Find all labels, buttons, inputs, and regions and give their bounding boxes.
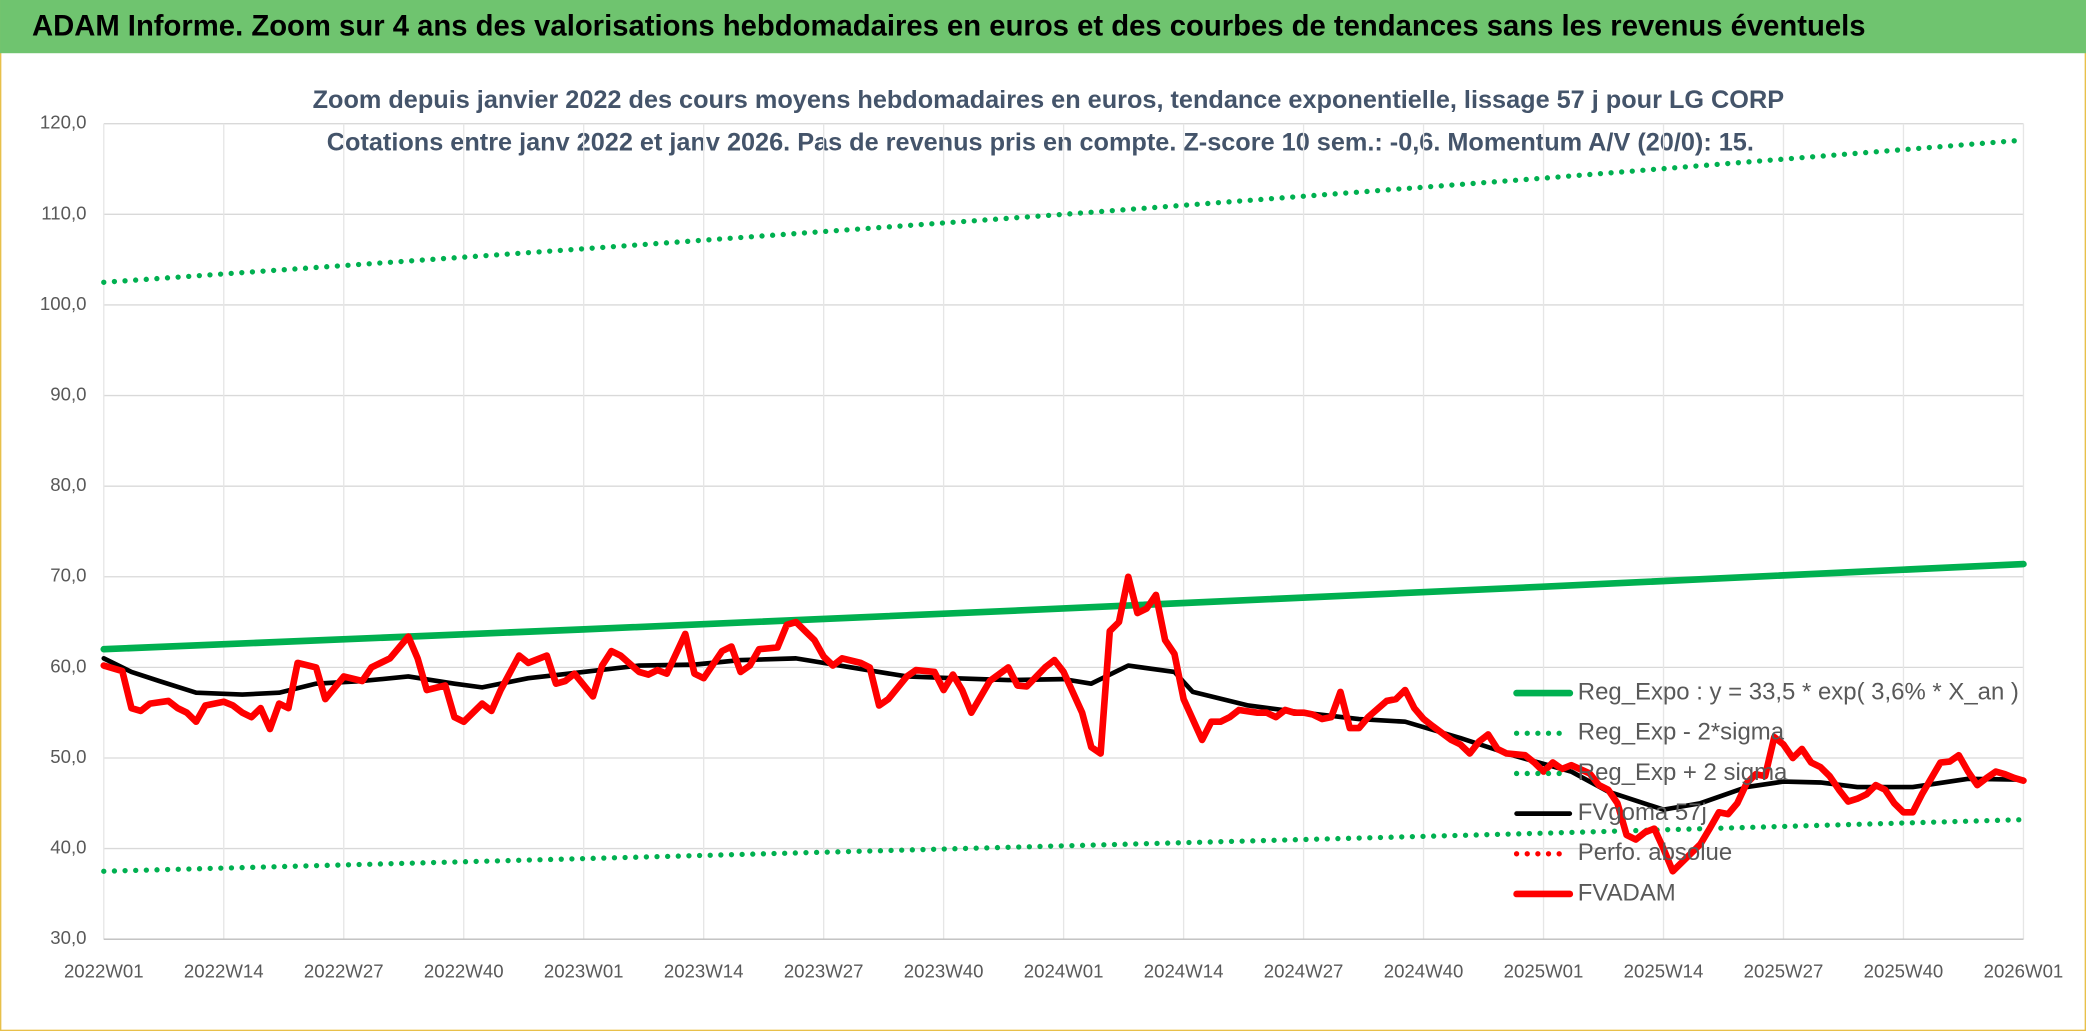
x-tick-label: 2025W27 — [1744, 960, 1824, 981]
y-tick-label: 50,0 — [50, 746, 86, 767]
x-tick-label: 2024W27 — [1264, 960, 1344, 981]
chart-title: ADAM Informe. Zoom sur 4 ans des valoris… — [32, 11, 1866, 43]
x-tick-label: 2024W40 — [1384, 960, 1464, 981]
x-tick-label: 2022W14 — [184, 960, 264, 981]
x-tick-label: 2023W14 — [664, 960, 744, 981]
y-tick-label: 110,0 — [41, 202, 86, 223]
legend-label: FVADAM — [1578, 879, 1676, 906]
x-tick-label: 2026W01 — [1984, 960, 2064, 981]
grid: 30,0 40,0 50,0 60,0 70,0 80,0 90,0 100,0 110,0 12… — [40, 112, 2063, 982]
series-line — [101, 137, 2027, 285]
y-tick-label: 60,0 — [50, 655, 86, 676]
legend-label: Perfo. absolue — [1578, 839, 1732, 866]
legend-label: Reg_Exp - 2*sigma — [1578, 719, 1785, 746]
x-tick-label: 2025W01 — [1504, 960, 1584, 981]
legend-label: FVgoma 57j — [1578, 799, 1707, 826]
y-tick-label: 70,0 — [50, 565, 86, 586]
x-tick-label: 2024W14 — [1144, 960, 1224, 981]
series-line — [100, 560, 2027, 653]
legend-label: Reg_Expo : y = 33,5 * exp( 3,6% * X_an ) — [1578, 678, 2019, 705]
title-bar — [0, 0, 2086, 54]
y-tick-label: 40,0 — [50, 837, 86, 858]
series-line — [101, 816, 2027, 874]
x-tick-label: 2022W40 — [424, 960, 504, 981]
subtitle: Zoom depuis janvier 2022 des cours moyen… — [313, 86, 1784, 114]
legend: Reg_Expo : y = 33,5 * exp( 3,6% * X_an )… — [1513, 678, 2019, 906]
legend-label: Reg_Exp + 2 sigma — [1578, 759, 1788, 786]
x-tick-label: 2023W40 — [904, 960, 984, 981]
y-tick-label: 90,0 — [50, 383, 86, 404]
x-tick-label: 2025W40 — [1864, 960, 1944, 981]
series-line — [100, 573, 2027, 875]
subtitle: Cotations entre janv 2022 et janv 2026. … — [327, 128, 1754, 156]
x-tick-label: 2022W27 — [304, 960, 384, 981]
x-tick-label: 2023W01 — [544, 960, 624, 981]
y-tick-label: 100,0 — [40, 293, 87, 314]
plot — [100, 137, 2027, 875]
y-tick-label: 80,0 — [50, 474, 86, 495]
y-tick-label: 120,0 — [40, 112, 87, 133]
x-tick-label: 2025W14 — [1624, 960, 1704, 981]
x-tick-label: 2023W27 — [784, 960, 864, 981]
y-tick-label: 30,0 — [50, 927, 86, 948]
x-tick-label: 2022W01 — [64, 960, 144, 981]
x-tick-label: 2024W01 — [1024, 960, 1104, 981]
